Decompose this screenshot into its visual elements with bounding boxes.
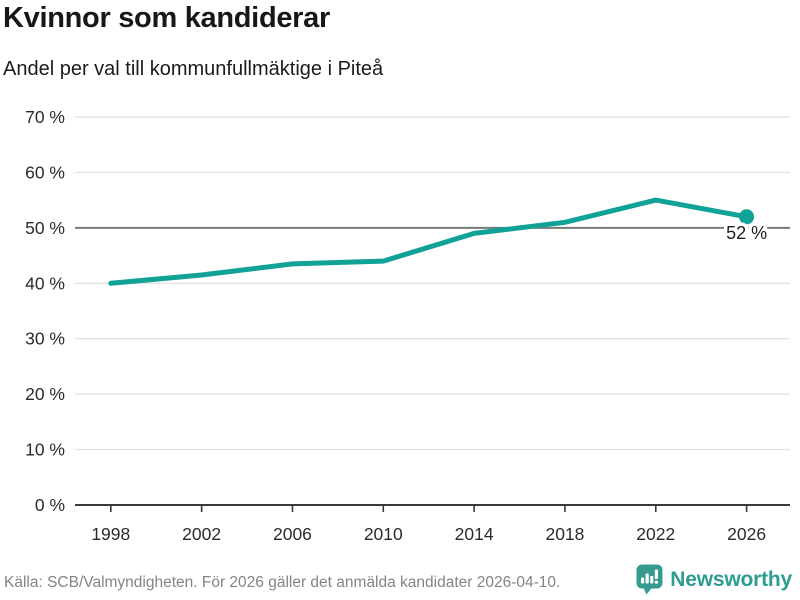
chart-subtitle: Andel per val till kommunfullmäktige i P…	[3, 58, 384, 80]
newsworthy-logo-icon	[636, 564, 663, 595]
x-tick-label: 2006	[273, 524, 312, 544]
x-tick-label: 2022	[636, 524, 675, 544]
newsworthy-logo: Newsworthy	[636, 564, 792, 595]
x-tick-label: 2002	[182, 524, 221, 544]
chart-footer: Källa: SCB/Valmyndigheten. För 2026 gäll…	[4, 564, 792, 595]
source-note: Källa: SCB/Valmyndigheten. För 2026 gäll…	[4, 574, 561, 592]
x-tick-label: 2010	[364, 524, 403, 544]
data-line	[108, 197, 750, 286]
y-tick-label: 60 %	[25, 162, 65, 182]
line-chart: 0 % 10 % 20 % 30 % 40 % 50 % 60 % 70 % 1998 2002 2…	[25, 107, 790, 544]
y-tick-label: 20 %	[25, 384, 65, 404]
y-tick-label: 40 %	[25, 273, 65, 293]
x-tick-label: 2014	[455, 524, 494, 544]
end-value-label: 52 %	[726, 223, 767, 243]
x-tick-label: 2026	[727, 524, 766, 544]
x-tick-label: 2018	[545, 524, 584, 544]
y-tick-label: 10 %	[25, 440, 65, 460]
chart-title: Kvinnor som kandiderar	[3, 2, 330, 34]
y-tick-label: 50 %	[25, 218, 65, 238]
newsworthy-logo-text: Newsworthy	[670, 567, 792, 591]
y-tick-label: 30 %	[25, 329, 65, 349]
x-tick-label: 1998	[91, 524, 130, 544]
end-point-dot	[739, 209, 755, 225]
y-tick-label: 70 %	[25, 107, 65, 127]
y-tick-label: 0 %	[35, 495, 65, 515]
